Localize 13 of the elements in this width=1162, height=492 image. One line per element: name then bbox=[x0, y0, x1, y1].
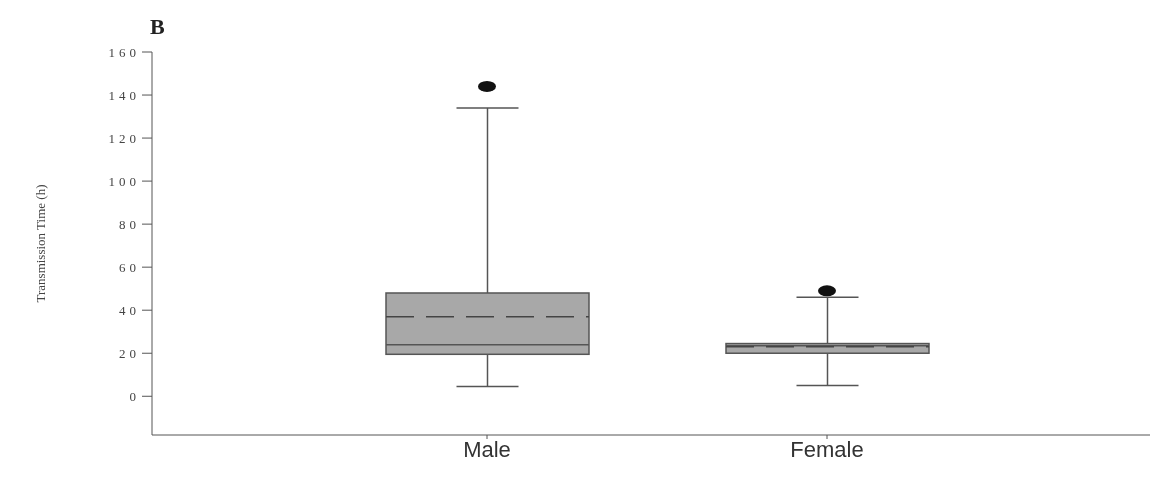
y-tick-label: 60 bbox=[119, 259, 140, 275]
y-tick-label: 20 bbox=[119, 345, 140, 361]
y-tick-label: 140 bbox=[108, 87, 140, 103]
x-tick-label: Male bbox=[463, 436, 511, 462]
chart-title: B bbox=[150, 14, 165, 40]
y-tick-label: 40 bbox=[119, 302, 140, 318]
y-tick-label: 0 bbox=[129, 388, 140, 404]
x-tick-label: Female bbox=[790, 436, 864, 462]
y-tick-label: 100 bbox=[108, 173, 140, 189]
y-tick-label: 80 bbox=[119, 216, 140, 232]
y-tick-label: 120 bbox=[108, 130, 140, 146]
y-axis-title: Transmission Time (h) bbox=[32, 184, 48, 303]
y-tick-label: 160 bbox=[108, 44, 140, 60]
